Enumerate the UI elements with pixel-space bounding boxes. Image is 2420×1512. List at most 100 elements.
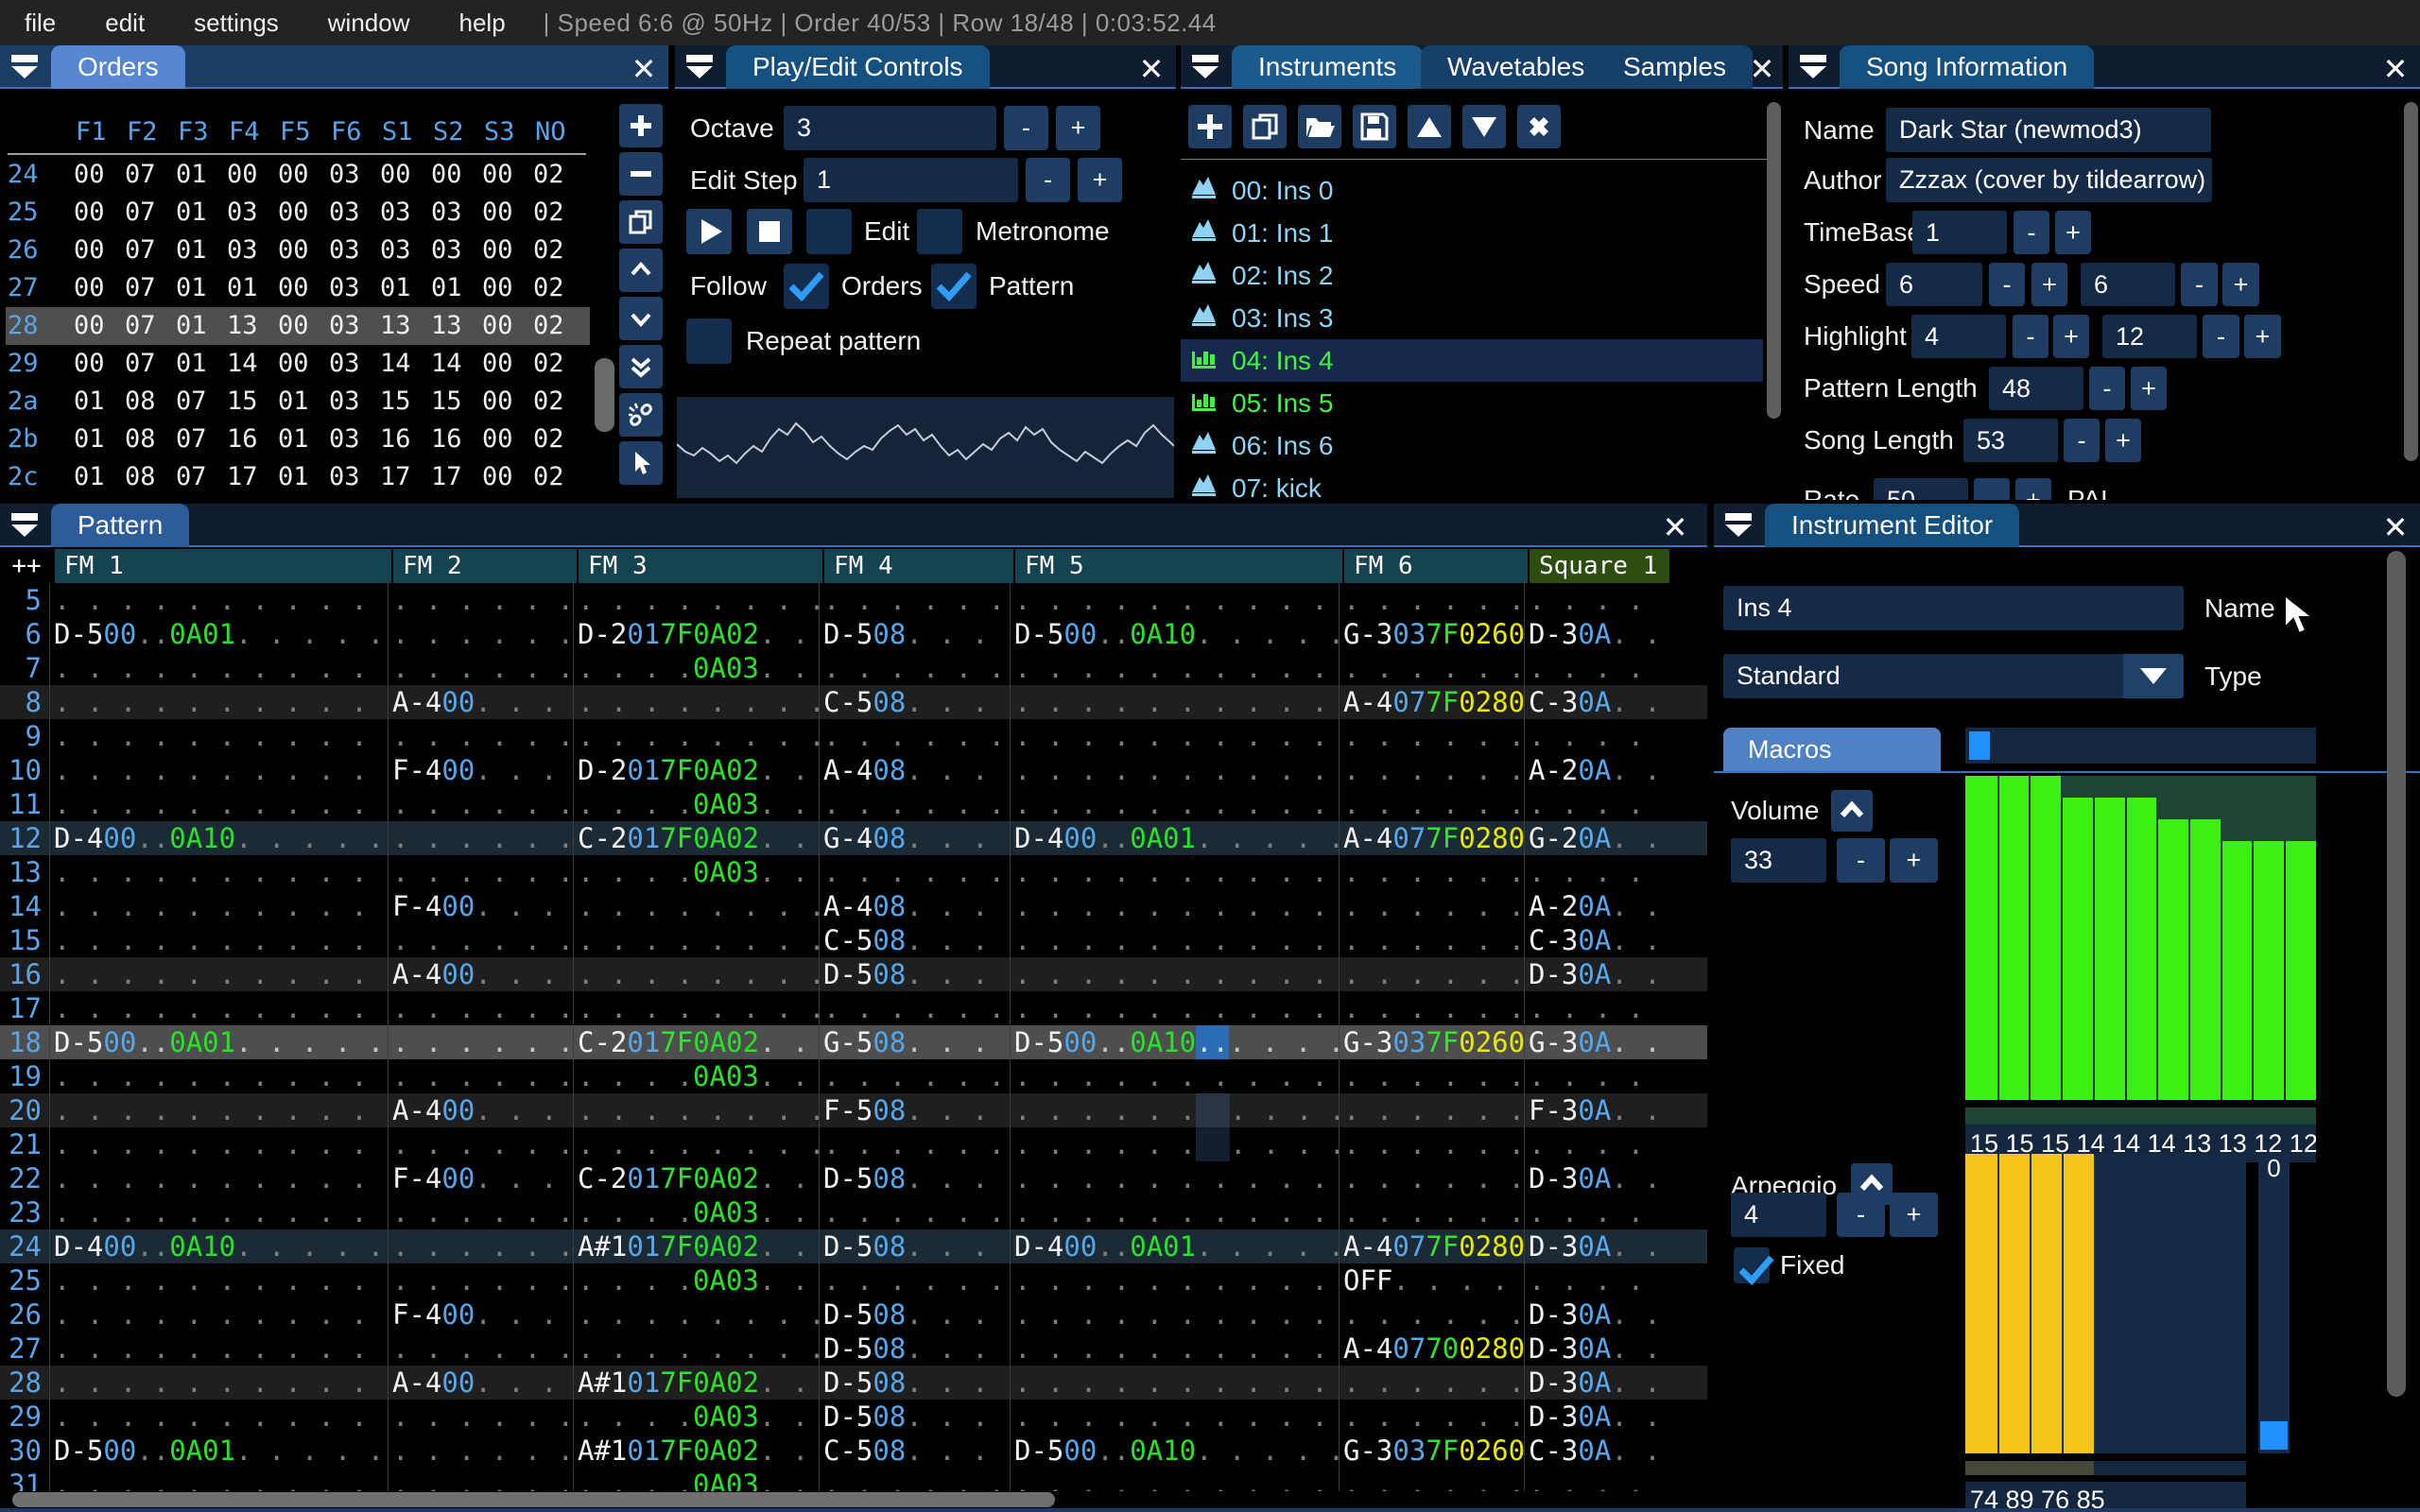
pattern-row[interactable]: 15 . . . . . . . . . . . . . . . . . . . … [0, 923, 1707, 957]
pattern-cell[interactable]: . . . . . . . . . . . . . . . . . . . . … [388, 1434, 573, 1468]
pattern-cell[interactable]: . . . . . . . . . . . . . . . . . . . . … [388, 1059, 573, 1093]
instrument-item-07[interactable]: 07: kick [1181, 467, 1763, 500]
pattern-cell[interactable]: A-20A. . . . . . . . . . . . . . . . . .… [1524, 753, 1666, 787]
pattern-row[interactable]: 26 . . . . . . . . . . . . . . . . . . . … [0, 1297, 1707, 1332]
pattern-cell[interactable]: F-400. . . . . . . . . . . . . . . . . .… [388, 1161, 573, 1195]
move-to-bottom-order-button[interactable] [619, 345, 663, 388]
order-cell[interactable]: 16 [431, 424, 462, 454]
pattern-row[interactable]: 19 . . . . . . . . . . . . . . . . . . . … [0, 1059, 1707, 1093]
order-cell[interactable]: 01 [176, 349, 207, 378]
pattern-cell[interactable]: D-508. . . . . . . . . . . . . . . . . .… [819, 1161, 1010, 1195]
fixed-checkbox[interactable] [1734, 1247, 1774, 1286]
pattern-cell[interactable]: . . . . . . . . . . . . . . . . . . . . … [388, 1400, 573, 1434]
pattern-cell[interactable]: D-508. . . . . . . . . . . . . . . . . .… [819, 1229, 1010, 1263]
pattern-cell[interactable]: . . . . . . . . . . . . . . . . . . . . … [1339, 1059, 1524, 1093]
pattern-cell[interactable]: . . . . . . . . . . . . . . . . . . . . … [49, 583, 388, 617]
pattern-cell[interactable]: . . . . . . . . . . . . . . . . . . . . … [819, 719, 1010, 753]
instrument-editor-scrollbar[interactable] [2387, 551, 2406, 1397]
pattern-cell[interactable]: . . . . . . . . . . . . . . . . . . . . … [573, 991, 819, 1025]
pattern-cell[interactable]: G-408. . . . . . . . . . . . . . . . . .… [819, 821, 1010, 855]
pattern-cell[interactable]: . . . . . . . . . . . . . . . . . . . . … [1010, 1297, 1339, 1332]
octave-decrease-button[interactable]: - [1004, 106, 1048, 150]
order-cell[interactable]: 00 [74, 349, 105, 378]
macro-hscrollbar-thumb[interactable] [1969, 731, 1990, 760]
volume-macro-loop-bar[interactable] [1965, 1108, 2316, 1125]
pattern-cell[interactable]: A-408. . . . . . . . . . . . . . . . . .… [819, 889, 1010, 923]
order-cell[interactable]: 00 [74, 273, 105, 302]
pattern-cell[interactable]: D-508. . . . . . . . . . . . . . . . . .… [819, 617, 1010, 651]
pattern-cell[interactable]: . . . . . . . . . . . . . . . . . . . . … [1524, 1127, 1666, 1161]
edit-checkbox[interactable] [806, 209, 852, 254]
highlight2-increase-button[interactable]: + [2244, 315, 2281, 358]
pattern-cell[interactable]: . . . . . . . . . . . . . . . . . . . . … [573, 1059, 819, 1093]
order-cell[interactable]: 02 [533, 387, 564, 416]
tab-song-information[interactable]: Song Information [1840, 45, 2095, 89]
pattern-cell[interactable]: . . . . . . . . . . . . . . . . . . . . … [1010, 583, 1339, 617]
pattern-cell[interactable]: . . . . . . . . . . . . . . . . . . . . … [819, 1468, 1010, 1491]
pattern-cell[interactable]: . . . . . . . . . . . . . . . . . . . . … [49, 1195, 388, 1229]
edit-step-increase-button[interactable]: + [1078, 158, 1122, 202]
pattern-cell[interactable]: D-508. . . . . . . . . . . . . . . . . .… [819, 1400, 1010, 1434]
order-cell[interactable]: 03 [329, 462, 360, 491]
close-icon[interactable]: ✕ [1662, 510, 1688, 544]
expand-channels-button[interactable]: ++ [11, 552, 42, 580]
pattern-row[interactable]: 10 . . . . . . . . . . . . . . . . . . . … [0, 753, 1707, 787]
pattern-cell[interactable]: . . . . . . . . . . . . . . . . . . . . … [1010, 651, 1339, 685]
rate-decrease-button[interactable]: - [1974, 478, 2010, 500]
order-cell[interactable]: 02 [533, 349, 564, 378]
instrument-item-01[interactable]: 01: Ins 1 [1181, 212, 1763, 254]
tab-instrument-editor[interactable]: Instrument Editor [1765, 504, 2020, 547]
pattern-cell[interactable]: D-400..0A10. . . . . . . . . . . . . . .… [49, 1229, 388, 1263]
pattern-row[interactable]: 11 . . . . . . . . . . . . . . . . . . . … [0, 787, 1707, 821]
order-cell[interactable]: 02 [533, 311, 564, 340]
order-row[interactable]: 2c 01 08 07 17 01 03 17 17 00 02 [6, 458, 590, 496]
timebase-increase-button[interactable]: + [2055, 211, 2091, 254]
speed1-input[interactable]: 6 [1886, 263, 1982, 306]
volume-macro-bar[interactable] [2252, 840, 2285, 1100]
instrument-name-input[interactable]: Ins 4 [1723, 586, 2184, 630]
order-cell[interactable]: 17 [380, 462, 411, 491]
pattern-row[interactable]: 16 . . . . . . . . . . . . . . . . . . . … [0, 957, 1707, 991]
pattern-cell[interactable]: . . . . . . . . . . . . . . . . . . . . … [1339, 719, 1524, 753]
order-cell[interactable]: 16 [380, 424, 411, 454]
move-instrument-down-button[interactable] [1462, 105, 1506, 148]
pattern-cell[interactable]: . . . . . . . . . . . . . . . . . . . . … [573, 583, 819, 617]
open-instrument-button[interactable] [1298, 105, 1341, 148]
pattern-row[interactable]: 27 . . . . . . . . . . . . . . . . . . . … [0, 1332, 1707, 1366]
pattern-cell[interactable]: . . . . . . . . . . . . . . . . . . . . … [388, 1025, 573, 1059]
pattern-row[interactable]: 8 . . . . . . . . . . . . . . . . . . . .… [0, 685, 1707, 719]
pattern-cell[interactable]: . . . . . . . . . . . . . . . . . . . . … [819, 1127, 1010, 1161]
pattern-cell[interactable]: . . . . . . . . . . . . . . . . . . . . … [1010, 1059, 1339, 1093]
pattern-cell[interactable]: . . . . . . . . . . . . . . . . . . . . … [1524, 991, 1666, 1025]
order-cell[interactable]: 00 [74, 160, 105, 189]
pattern-cell[interactable]: . . . . . . . . . . . . . . . . . . . . … [819, 787, 1010, 821]
pattern-cell[interactable]: D-508. . . . . . . . . . . . . . . . . .… [819, 1297, 1010, 1332]
pattern-cell[interactable]: . . . . . . . . . . . . . . . . . . . . … [1010, 1468, 1339, 1491]
move-up-order-button[interactable] [619, 249, 663, 292]
close-icon[interactable]: ✕ [2382, 510, 2409, 544]
pattern-cell[interactable]: . . . . . . . . . . . . . . . . . . . . … [1339, 1400, 1524, 1434]
pattern-cell[interactable]: D-508. . . . . . . . . . . . . . . . . .… [819, 1332, 1010, 1366]
pattern-cell[interactable]: . . . . . . . . . . . . . . . . . . . . … [1010, 719, 1339, 753]
order-cell[interactable]: 02 [533, 462, 564, 491]
order-cell[interactable]: 00 [482, 424, 513, 454]
pattern-cell[interactable]: . . . . . . . . . . . . . . . . . . . . … [573, 1468, 819, 1491]
order-cell[interactable]: 00 [278, 273, 309, 302]
order-cell[interactable]: 02 [533, 424, 564, 454]
pattern-cell[interactable]: . . . . . . . . . . . . . . . . . . . . … [1010, 1400, 1339, 1434]
pattern-row[interactable]: 24D-400..0A10. . . . . . . . . . . . . .… [0, 1229, 1707, 1263]
pattern-cell[interactable]: D-30A. . . . . . . . . . . . . . . . . .… [1524, 957, 1666, 991]
pattern-cell[interactable]: . . . . . . . . . . . . . . . . . . . . … [1010, 685, 1339, 719]
pattern-cell[interactable]: F-30A. . . . . . . . . . . . . . . . . .… [1524, 1093, 1666, 1127]
order-cell[interactable]: 01 [74, 424, 105, 454]
pattern-cell[interactable]: . . . . . . . . . . . . . . . . . . . . … [388, 617, 573, 651]
song-author-input[interactable]: Zzzax (cover by tildearrow) [1886, 158, 2212, 202]
pattern-cell[interactable]: . . . . . . . . . . . . . . . . . . . . … [573, 855, 819, 889]
pattern-cell[interactable]: . . . . . . . . . . . . . . . . . . . . … [1524, 1195, 1666, 1229]
pattern-cell[interactable]: D-500..0A10... . . . . . . . . . . . . .… [1010, 1025, 1339, 1059]
menu-file[interactable]: file [25, 9, 57, 37]
pattern-cell[interactable]: . . . . . . . . . . . . . . . . . . . . … [49, 1093, 388, 1127]
order-cell[interactable]: 00 [482, 198, 513, 227]
